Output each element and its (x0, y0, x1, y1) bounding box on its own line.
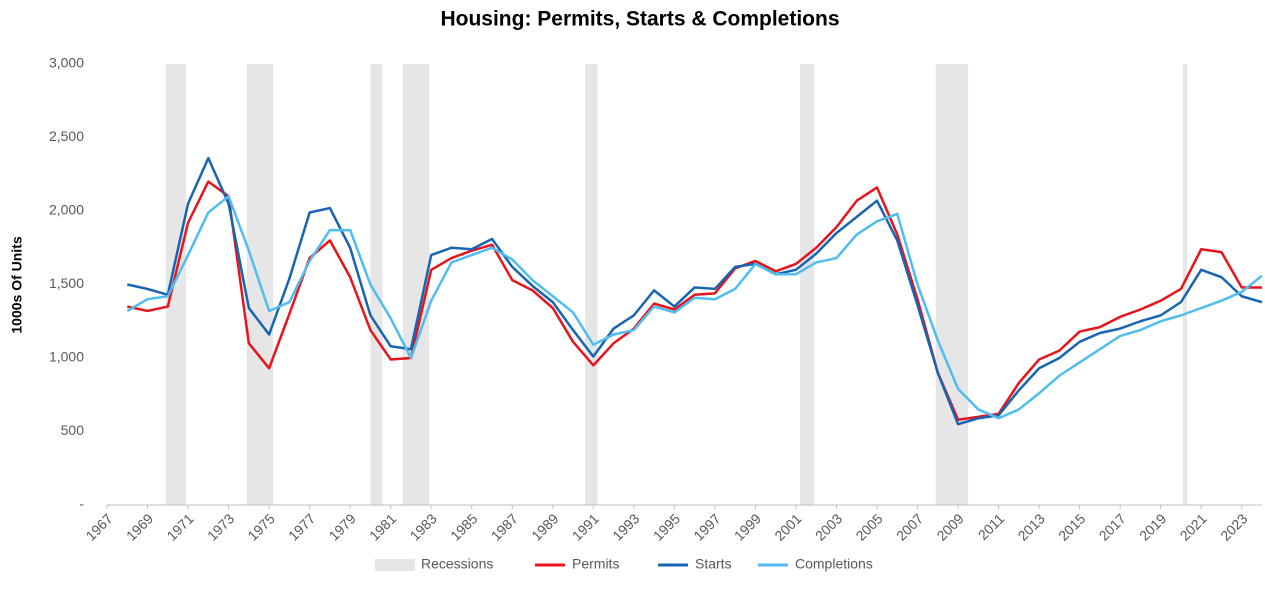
recession-band (1182, 64, 1188, 505)
y-tick-label: 3,000 (49, 55, 84, 71)
series-line (126, 180, 1262, 421)
recession-band (165, 64, 187, 505)
x-tick-label: 2007 (893, 510, 926, 543)
y-tick-label: 2,500 (49, 128, 84, 144)
x-tick-label: 2001 (771, 510, 804, 543)
x-tick-label: 1981 (366, 510, 399, 543)
y-axis-label: 1000s Of Units (9, 236, 25, 333)
x-tick-label: 2019 (1136, 510, 1169, 543)
x-tick-label: 1975 (245, 510, 278, 543)
x-tick-label: 2009 (933, 510, 966, 543)
legend-label: Starts (695, 556, 732, 572)
x-tick-label: 1985 (447, 510, 480, 543)
x-tick-label: 2011 (975, 510, 1008, 543)
chart-title: Housing: Permits, Starts & Completions (440, 8, 839, 31)
x-tick-label: 1979 (326, 510, 359, 543)
y-tick-label: 1,500 (49, 275, 84, 291)
x-tick-label: 2023 (1217, 510, 1250, 543)
x-tick-label: 2013 (1015, 510, 1048, 543)
legend-swatch (375, 559, 415, 571)
x-tick-label: 1967 (82, 510, 115, 543)
x-tick-label: 2015 (1055, 510, 1088, 543)
x-tick-label: 1999 (731, 510, 764, 543)
x-tick-label: 1983 (407, 510, 440, 543)
x-tick-label: 1989 (528, 510, 561, 543)
recession-band (935, 64, 969, 505)
x-tick-label: 1971 (163, 510, 196, 543)
x-tick-label: 1987 (488, 510, 521, 543)
x-tick-label: 2017 (1096, 510, 1129, 543)
x-tick-label: 2005 (852, 510, 885, 543)
y-tick-label: 2,000 (49, 202, 84, 218)
x-tick-label: 1977 (285, 510, 318, 543)
recession-band (370, 64, 383, 505)
recession-band (800, 64, 815, 505)
x-tick-label: 1969 (123, 510, 156, 543)
y-tick-label: 1,000 (49, 349, 84, 365)
y-tick-label: 500 (61, 422, 85, 438)
y-tick-label: - (79, 496, 84, 512)
x-tick-label: 1997 (690, 510, 723, 543)
x-tick-label: 1973 (204, 510, 237, 543)
x-tick-label: 1993 (609, 510, 642, 543)
x-tick-label: 2003 (812, 510, 845, 543)
legend-label: Permits (572, 556, 619, 572)
x-tick-label: 2021 (1177, 510, 1210, 543)
legend-label: Recessions (421, 556, 493, 572)
x-tick-label: 1991 (569, 510, 602, 543)
legend-label: Completions (795, 556, 873, 572)
series-line (126, 195, 1263, 420)
x-tick-label: 1995 (650, 510, 683, 543)
recession-band (585, 64, 598, 505)
series-line (126, 156, 1263, 426)
